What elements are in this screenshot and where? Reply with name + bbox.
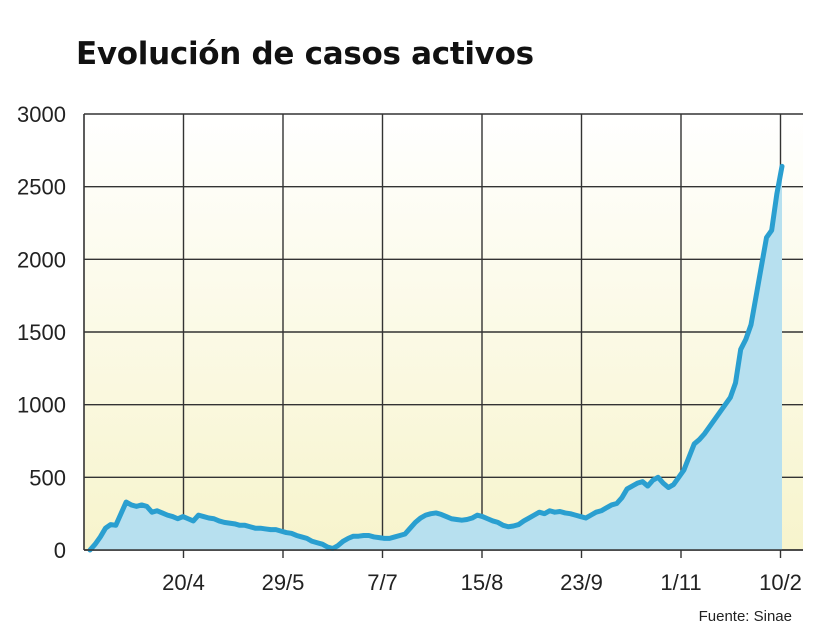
x-tick-label-3: 15/8 bbox=[461, 570, 504, 595]
source-note: Fuente: Sinae bbox=[698, 608, 792, 625]
chart-title: Evolución de casos activos bbox=[76, 36, 534, 72]
x-tick-label-5: 1/11 bbox=[660, 570, 701, 595]
y-tick-label-3: 1500 bbox=[17, 320, 66, 345]
x-tick-label-1: 29/5 bbox=[262, 570, 305, 595]
series-line bbox=[87, 163, 785, 553]
y-tick-label-4: 2000 bbox=[17, 247, 66, 272]
x-tick-label-6: 10/2 bbox=[759, 570, 802, 595]
grid-lines bbox=[84, 113, 803, 558]
axes bbox=[83, 114, 803, 551]
y-tick-label-6: 3000 bbox=[17, 102, 66, 127]
series-area bbox=[90, 166, 782, 550]
y-tick-label-0: 0 bbox=[54, 538, 66, 563]
y-axis-labels: 0 500 1000 1500 2000 2500 3000 bbox=[17, 102, 66, 563]
x-axis-labels: 20/4 29/5 7/7 15/8 23/9 1/11 10/2 bbox=[162, 570, 802, 595]
area-layer bbox=[87, 163, 785, 553]
y-tick-label-5: 2500 bbox=[17, 175, 66, 200]
x-tick-label-2: 7/7 bbox=[367, 570, 398, 595]
x-tick-label-0: 20/4 bbox=[162, 570, 205, 595]
y-tick-label-1: 500 bbox=[29, 465, 66, 490]
y-tick-label-2: 1000 bbox=[17, 393, 66, 418]
x-tick-label-4: 23/9 bbox=[560, 570, 603, 595]
